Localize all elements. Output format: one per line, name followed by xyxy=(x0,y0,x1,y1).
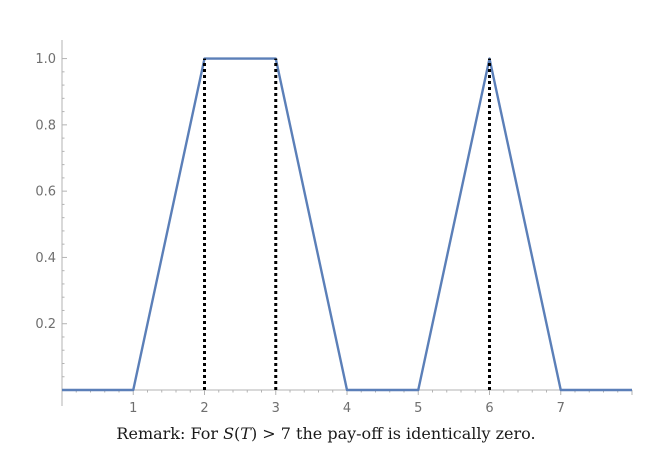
caption-t: T xyxy=(240,424,251,443)
y-tick-label: 0.6 xyxy=(35,185,56,200)
y-tick-label: 0.4 xyxy=(35,251,56,266)
chart-caption: Remark: For S(T) > 7 the pay-off is iden… xyxy=(0,424,652,443)
y-tick-label: 1.0 xyxy=(35,52,56,67)
x-tick-label: 2 xyxy=(200,401,208,416)
x-tick-label: 1 xyxy=(129,401,137,416)
chart-marks xyxy=(62,57,632,392)
caption-s: S xyxy=(223,424,235,443)
axes xyxy=(61,40,633,406)
tick-labels: 1 2 3 4 5 6 7 0.2 0.4 0.6 0.8 1.0 xyxy=(35,52,565,416)
caption-lparen: ( xyxy=(234,424,241,443)
series-line xyxy=(62,57,632,392)
y-tick-label: 0.8 xyxy=(35,118,56,133)
y-tick-label: 0.2 xyxy=(35,317,56,332)
x-tick-label: 5 xyxy=(414,401,422,416)
caption-rparen-gt: ) > 7 xyxy=(250,424,291,443)
x-tick-label: 4 xyxy=(343,401,351,416)
x-tick-label: 7 xyxy=(557,401,565,416)
x-tick-label: 3 xyxy=(272,401,280,416)
chart: 1 2 3 4 5 6 7 0.2 0.4 0.6 0.8 1.0 xyxy=(35,40,633,416)
caption-prefix: Remark: For xyxy=(116,424,224,443)
x-tick-label: 6 xyxy=(485,401,493,416)
caption-suffix: the pay-off is identically zero. xyxy=(290,424,536,443)
